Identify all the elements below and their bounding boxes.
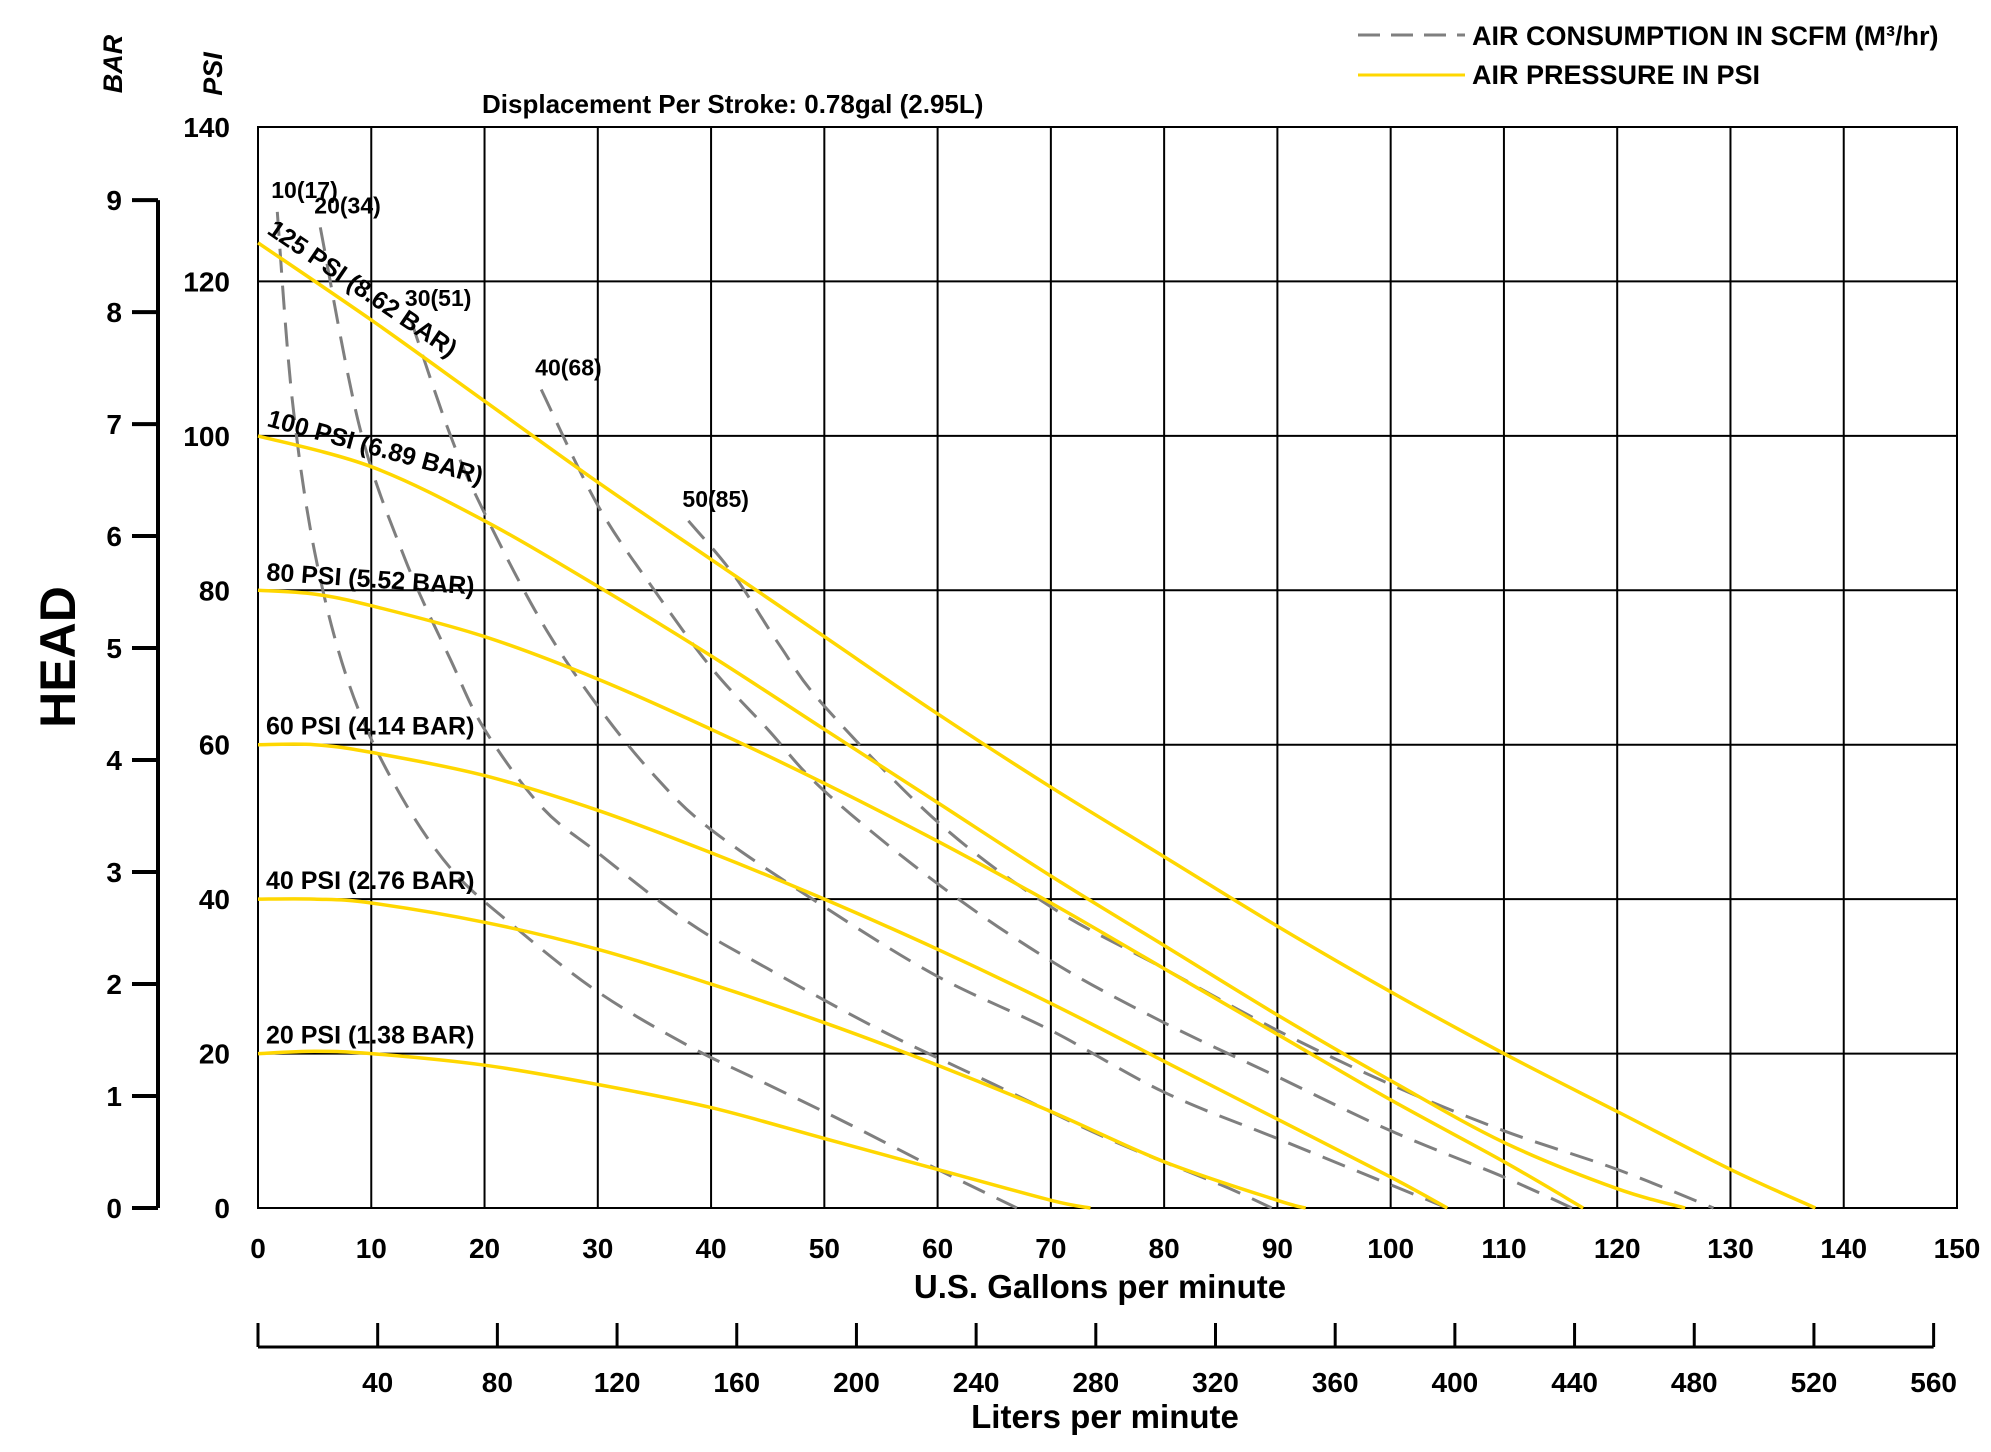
grid-layer <box>257 126 1958 1209</box>
x2-axis-title: Liters per minute <box>971 1398 1239 1435</box>
bar-tick-label: 1 <box>106 1081 122 1112</box>
air-consumption-label-2: 20(34) <box>314 192 380 218</box>
air-pressure-label-1: 20 PSI (1.38 BAR) <box>266 1022 474 1050</box>
bar-tick-label: 8 <box>106 297 122 328</box>
x-tick-label: 50 <box>809 1233 840 1264</box>
lpm-tick-label: 280 <box>1072 1367 1119 1398</box>
x-tick-label: 80 <box>1149 1233 1180 1264</box>
y-tick-label: 20 <box>199 1039 230 1070</box>
air-pressure-curve-5 <box>257 434 1686 1210</box>
x-tick-label: 10 <box>356 1233 387 1264</box>
y-tick-label: 0 <box>214 1193 230 1224</box>
bar-tick-label: 4 <box>106 745 122 776</box>
x-tick-label: 70 <box>1035 1233 1066 1264</box>
legend-air-consumption-label: AIR CONSUMPTION IN SCFM (M³/hr) <box>1472 21 1938 51</box>
lpm-tick-label: 320 <box>1192 1367 1239 1398</box>
plot-frame <box>257 126 1958 1209</box>
bar-tick-label: 3 <box>106 857 122 888</box>
x-tick-label: 40 <box>695 1233 726 1264</box>
psi-unit-label: PSI <box>198 52 228 96</box>
air-pressure-curve-1 <box>257 1049 1091 1210</box>
lpm-tick-label: 200 <box>833 1367 880 1398</box>
air-pressure-curve-6 <box>257 241 1817 1210</box>
lpm-tick-label: 40 <box>362 1367 393 1398</box>
bar-tick-label: 5 <box>106 633 122 664</box>
x-tick-label: 20 <box>469 1233 500 1264</box>
lpm-tick-label: 560 <box>1910 1367 1957 1398</box>
x-tick-label: 30 <box>582 1233 613 1264</box>
x-tick-label: 120 <box>1594 1233 1641 1264</box>
x-tick-label: 60 <box>922 1233 953 1264</box>
lpm-tick-label: 160 <box>713 1367 760 1398</box>
air-consumption-curve-5 <box>687 519 1715 1210</box>
air-pressure-label-3: 60 PSI (4.14 BAR) <box>266 713 474 741</box>
curve-layer <box>257 211 1817 1210</box>
x-tick-label: 140 <box>1820 1233 1867 1264</box>
x-axis-title: U.S. Gallons per minute <box>914 1268 1286 1305</box>
bar-tick-label: 9 <box>106 185 122 216</box>
lpm-tick-label: 240 <box>953 1367 1000 1398</box>
y-tick-label: 80 <box>199 575 230 606</box>
air-consumption-curve-1 <box>275 211 1018 1210</box>
bar-tick-label: 0 <box>106 1193 122 1224</box>
chart-title: Displacement Per Stroke: 0.78gal (2.95L) <box>482 89 983 119</box>
air-pressure-curve-4 <box>257 588 1585 1210</box>
air-consumption-curve-3 <box>409 319 1448 1210</box>
air-consumption-label-1: 10(17) <box>271 177 337 203</box>
lpm-tick-label: 80 <box>482 1367 513 1398</box>
y-axis-title: HEAD <box>30 586 86 728</box>
air-pressure-curve-3 <box>257 742 1449 1210</box>
x-tick-label: 0 <box>250 1233 266 1264</box>
bar-unit-label: BAR <box>98 34 128 93</box>
bar-tick-label: 2 <box>106 969 122 1000</box>
legend: AIR CONSUMPTION IN SCFM (M³/hr) AIR PRES… <box>1358 21 1938 90</box>
legend-air-pressure-label: AIR PRESSURE IN PSI <box>1472 60 1760 90</box>
y-tick-label: 100 <box>183 421 230 452</box>
lpm-tick-label: 360 <box>1312 1367 1359 1398</box>
air-pressure-label-2: 40 PSI (2.76 BAR) <box>266 867 474 895</box>
axis-layer <box>132 198 1936 1349</box>
lpm-tick-label: 440 <box>1551 1367 1598 1398</box>
x-tick-label: 100 <box>1367 1233 1414 1264</box>
y-tick-label: 40 <box>199 884 230 915</box>
y-tick-label: 60 <box>199 730 230 761</box>
air-pressure-curve-2 <box>257 897 1307 1210</box>
lpm-tick-label: 520 <box>1791 1367 1838 1398</box>
y-tick-label: 120 <box>183 266 230 297</box>
air-consumption-curve-4 <box>539 388 1573 1210</box>
lpm-tick-label: 120 <box>594 1367 641 1398</box>
lpm-tick-label: 400 <box>1432 1367 1479 1398</box>
bar-tick-label: 7 <box>106 409 122 440</box>
air-consumption-label-3: 30(51) <box>405 285 471 311</box>
x-tick-label: 150 <box>1934 1233 1981 1264</box>
y-tick-label: 140 <box>183 112 230 143</box>
x-tick-label: 110 <box>1481 1233 1526 1264</box>
bar-tick-label: 6 <box>106 521 122 552</box>
air-consumption-label-5: 50(85) <box>682 486 748 512</box>
x-tick-label: 90 <box>1262 1233 1293 1264</box>
x-tick-label: 130 <box>1707 1233 1754 1264</box>
air-consumption-label-4: 40(68) <box>535 355 601 381</box>
air-consumption-curve-2 <box>318 227 1273 1210</box>
lpm-tick-label: 480 <box>1671 1367 1718 1398</box>
